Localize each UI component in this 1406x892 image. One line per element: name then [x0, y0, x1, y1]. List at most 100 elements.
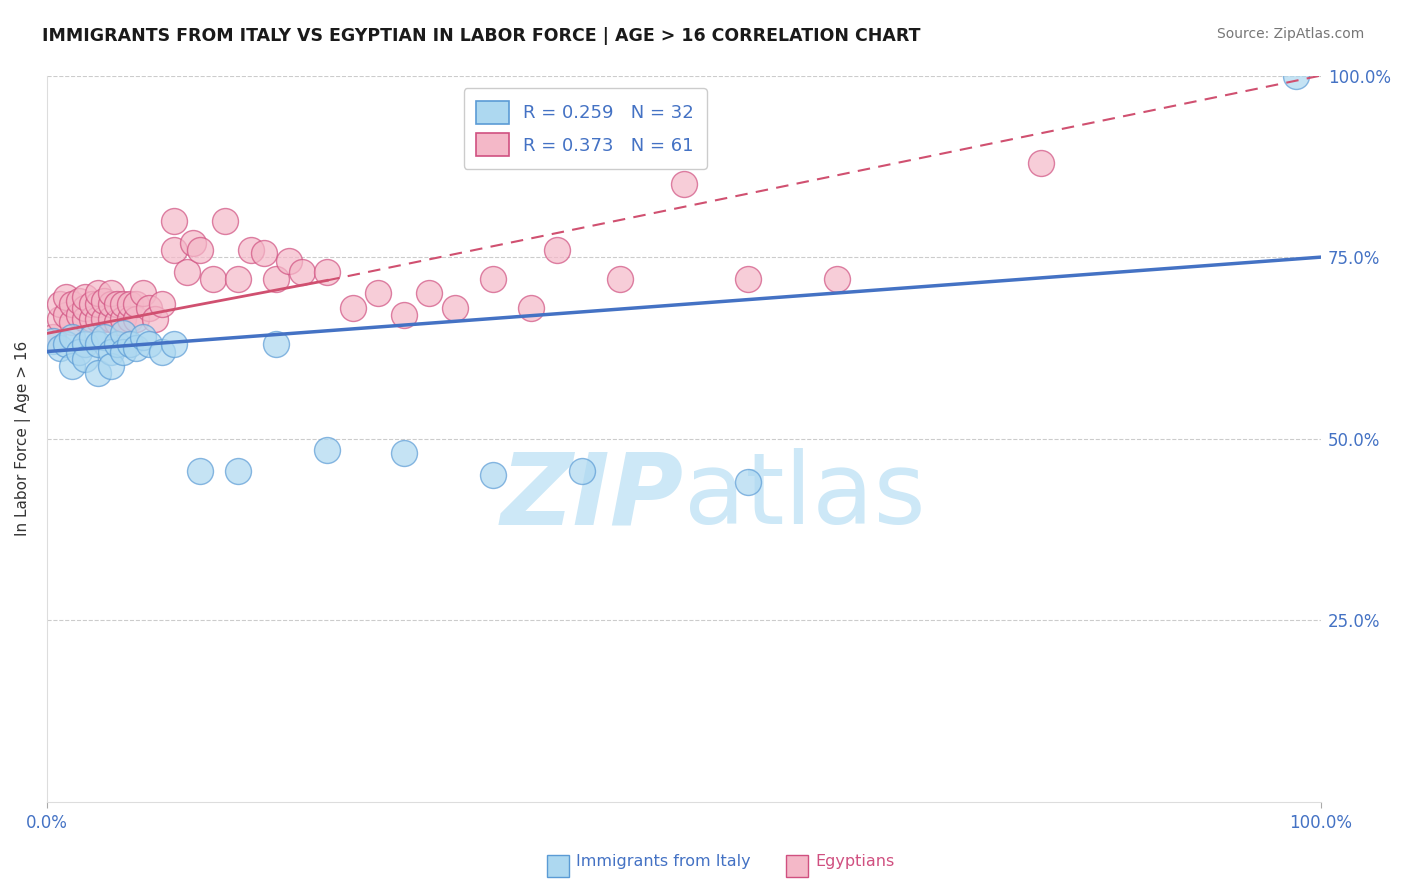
Point [62, 297, 84, 311]
Text: Source: ZipAtlas.com: Source: ZipAtlas.com [1216, 27, 1364, 41]
Point [112, 344, 135, 359]
Point [163, 337, 186, 351]
Point [48, 297, 70, 311]
Point [183, 235, 205, 250]
Point [55, 337, 77, 351]
Point [87, 311, 110, 326]
Point [609, 272, 631, 286]
Point [1029, 155, 1052, 169]
Point [62, 359, 84, 373]
Point [316, 265, 339, 279]
Point [100, 286, 122, 301]
Point [226, 272, 249, 286]
Point [520, 301, 543, 315]
Point [163, 243, 186, 257]
Point [367, 286, 389, 301]
Y-axis label: In Labor Force | Age > 16: In Labor Force | Age > 16 [15, 341, 31, 536]
Text: Egyptians: Egyptians [815, 854, 894, 869]
Point [67, 293, 90, 308]
Point [118, 297, 141, 311]
Point [176, 265, 198, 279]
Point [75, 301, 97, 315]
Point [342, 301, 364, 315]
Point [201, 272, 224, 286]
Point [75, 337, 97, 351]
Point [105, 297, 128, 311]
Point [80, 311, 103, 326]
Text: IMMIGRANTS FROM ITALY VS EGYPTIAN IN LABOR FORCE | AGE > 16 CORRELATION CHART: IMMIGRANTS FROM ITALY VS EGYPTIAN IN LAB… [42, 27, 921, 45]
Text: Immigrants from Italy: Immigrants from Italy [576, 854, 751, 869]
Point [737, 272, 759, 286]
Point [100, 297, 122, 311]
Point [75, 351, 97, 366]
Point [93, 330, 115, 344]
Point [112, 311, 135, 326]
Point [266, 337, 288, 351]
Point [825, 272, 848, 286]
Point [672, 178, 695, 192]
Point [62, 330, 84, 344]
Point [100, 311, 122, 326]
Point [55, 308, 77, 322]
Point [443, 301, 465, 315]
Point [112, 297, 135, 311]
Point [80, 330, 103, 344]
Text: ZIP: ZIP [501, 449, 683, 545]
Point [138, 301, 160, 315]
Point [571, 464, 593, 478]
Point [118, 311, 141, 326]
Point [214, 214, 236, 228]
Point [278, 253, 301, 268]
Point [48, 311, 70, 326]
Point [150, 344, 173, 359]
Point [418, 286, 440, 301]
Point [118, 337, 141, 351]
Point [87, 286, 110, 301]
Point [87, 297, 110, 311]
Point [239, 243, 262, 257]
Point [125, 341, 148, 355]
Point [316, 442, 339, 457]
Point [1284, 69, 1306, 83]
Point [87, 337, 110, 351]
Point [93, 311, 115, 326]
Point [55, 290, 77, 304]
Point [62, 316, 84, 330]
Point [138, 337, 160, 351]
Point [42, 330, 65, 344]
Point [105, 316, 128, 330]
Point [150, 297, 173, 311]
Point [67, 308, 90, 322]
Point [226, 464, 249, 478]
Point [392, 308, 415, 322]
Point [125, 297, 148, 311]
Legend: R = 0.259   N = 32, R = 0.373   N = 61: R = 0.259 N = 32, R = 0.373 N = 61 [464, 88, 707, 169]
Point [546, 243, 568, 257]
Point [100, 359, 122, 373]
Point [131, 330, 153, 344]
Point [188, 243, 211, 257]
Point [75, 290, 97, 304]
Point [105, 337, 128, 351]
Point [42, 334, 65, 348]
Point [125, 311, 148, 326]
Point [75, 311, 97, 326]
Point [163, 214, 186, 228]
Point [48, 341, 70, 355]
Point [392, 446, 415, 460]
Point [482, 272, 505, 286]
Point [112, 326, 135, 341]
Point [266, 272, 288, 286]
Point [291, 265, 314, 279]
Point [80, 297, 103, 311]
Point [188, 464, 211, 478]
Point [252, 246, 274, 260]
Point [67, 344, 90, 359]
Point [93, 293, 115, 308]
Point [143, 311, 166, 326]
Point [482, 468, 505, 483]
Point [131, 286, 153, 301]
Point [737, 475, 759, 490]
Point [100, 344, 122, 359]
Point [87, 367, 110, 381]
